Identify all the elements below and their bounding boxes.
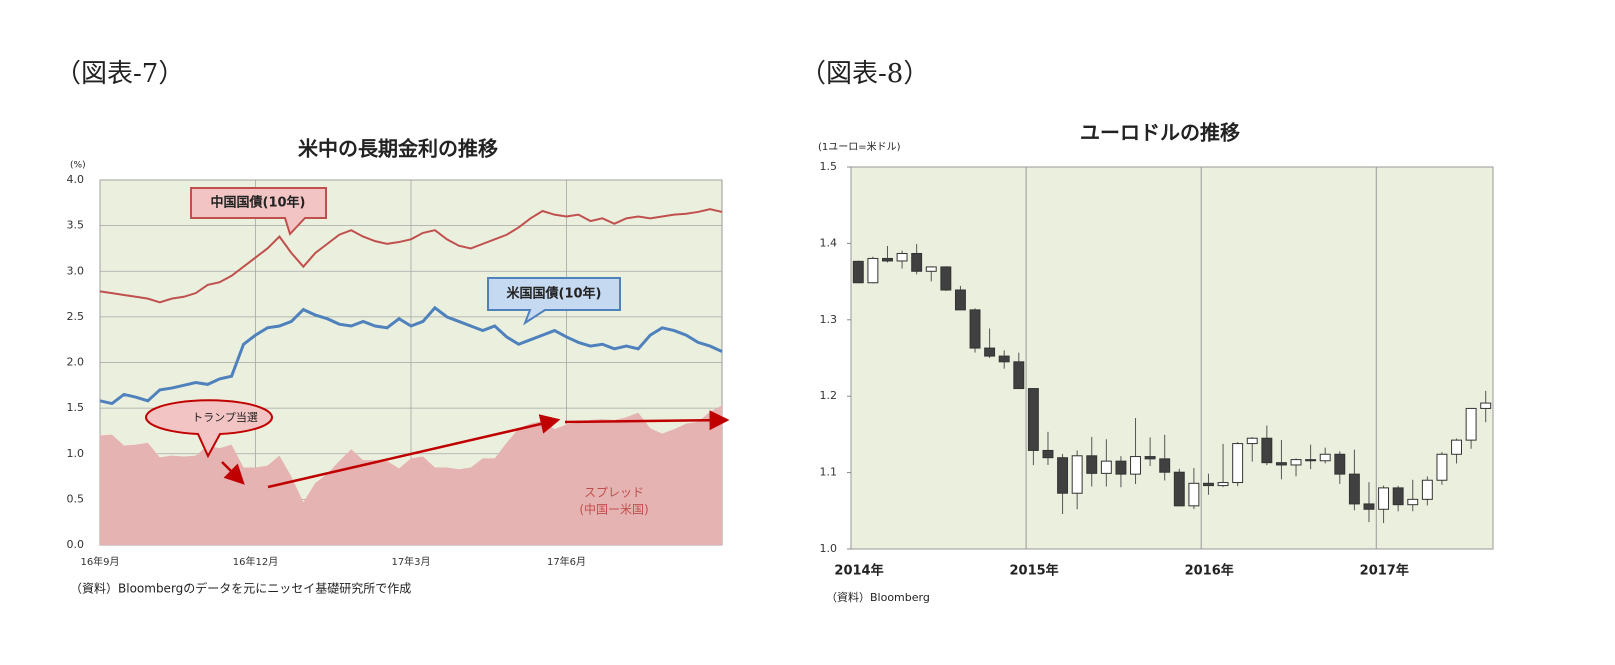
candle-body	[1203, 482, 1214, 487]
candle-body	[1261, 437, 1273, 464]
arrow	[564, 410, 730, 431]
chart-title: 米中の長期金利の推移	[298, 137, 498, 161]
series-label: スプレッド	[584, 486, 644, 500]
candle-body	[882, 257, 893, 262]
candle-body	[1188, 482, 1200, 507]
y-tick-label: 2.0	[67, 356, 85, 369]
figure-label: （図表-8）	[800, 59, 929, 89]
y-tick-label: 1.0	[67, 447, 85, 460]
figure-label: （図表-7）	[55, 59, 184, 89]
y-unit: (1ユーロ=米ドル)	[818, 140, 901, 153]
y-unit: (%)	[70, 161, 86, 171]
annotation-layer: 中国国債(10年) 米国国債(10年) トランプ当選 スプレッド (中国ー米国)	[145, 187, 730, 517]
candle-body	[1275, 462, 1287, 466]
candle-body	[1144, 456, 1156, 460]
candle-body	[969, 309, 981, 349]
candle-body	[1480, 402, 1492, 409]
candle-body	[1071, 455, 1083, 494]
candle-body	[998, 355, 1010, 363]
callout	[487, 277, 621, 326]
candle-body	[1217, 482, 1229, 487]
y-tick-label: 3.0	[67, 264, 85, 277]
candle-body	[1100, 460, 1112, 474]
x-tick-label: 16年12月	[233, 555, 278, 568]
y-tick-label: 2.5	[67, 310, 85, 323]
candle-body	[1392, 487, 1404, 506]
x-tick-label: 2014年	[834, 563, 883, 579]
candle-body	[1305, 459, 1317, 462]
candle-body	[1115, 460, 1127, 475]
y-tick-label: 4.0	[67, 173, 85, 186]
line	[99, 208, 723, 304]
x-tick-label: 2015年	[1009, 563, 1058, 579]
candle-body	[925, 266, 937, 272]
candle-body	[1130, 456, 1141, 475]
series-label: 中国国債(10年)	[211, 195, 306, 211]
chart-title: ユーロドルの推移	[1080, 121, 1240, 145]
candle-body	[1421, 479, 1433, 500]
candle-body	[1232, 443, 1244, 484]
candle-body	[1042, 449, 1054, 459]
source-note: （資料）Bloomberg	[826, 590, 930, 604]
x-tick-label: 16年9月	[80, 555, 119, 568]
y-tick-label: 1.3	[820, 313, 838, 326]
candle-body	[984, 347, 996, 357]
candle-body	[1348, 473, 1360, 505]
annotation: トランプ当選	[192, 410, 258, 424]
candle-body	[1407, 498, 1419, 506]
y-tick-label: 1.1	[820, 466, 838, 479]
candle-body	[1246, 437, 1258, 445]
candle-body	[1436, 453, 1448, 481]
candle-body	[1027, 388, 1039, 451]
y-tick-label: 0.5	[67, 492, 85, 505]
candle-body	[1057, 457, 1069, 494]
x-tick-label: 17年3月	[391, 555, 430, 568]
arrow	[221, 461, 245, 485]
x-tick-label: 2017年	[1360, 563, 1409, 579]
callout	[190, 187, 327, 236]
candle-body	[1451, 439, 1462, 455]
x-tick-label: 17年6月	[547, 555, 586, 568]
y-tick-label: 1.5	[67, 401, 85, 414]
callout	[145, 399, 273, 459]
y-tick-label: 1.0	[820, 542, 838, 555]
candle-body	[1334, 453, 1346, 475]
candle-body	[1378, 487, 1390, 510]
candle-body	[1319, 453, 1331, 462]
candle-body	[1465, 407, 1477, 441]
y-tick-label: 0.0	[67, 538, 85, 551]
candle-body	[1086, 455, 1098, 474]
line	[99, 305, 723, 406]
candle-body	[954, 289, 966, 311]
plot-area	[850, 166, 1494, 550]
source-note: （資料）Bloombergのデータを元にニッセイ基礎研究所で作成	[70, 581, 411, 596]
area	[100, 405, 722, 545]
candle-body	[1013, 361, 1025, 390]
y-tick-label: 1.5	[820, 160, 838, 173]
candle-body	[1173, 471, 1185, 507]
candle-body	[1363, 503, 1375, 510]
candle-body	[852, 260, 864, 284]
candle-body	[896, 252, 908, 262]
series-label: 米国国債(10年)	[507, 286, 602, 302]
arrow	[267, 414, 561, 489]
candle-body	[867, 257, 879, 284]
annotation: (中国ー米国)	[579, 502, 648, 517]
candle-body	[1290, 459, 1302, 466]
x-tick-label: 2016年	[1185, 563, 1234, 579]
candle-body	[940, 266, 952, 291]
candle-body	[1159, 458, 1171, 473]
y-tick-label: 3.5	[67, 219, 85, 232]
y-tick-label: 1.2	[820, 389, 838, 402]
series-layer: 0.0 0.5 1.0 1.5 2.0 2.5 3.0 3.5 4.0 16年9月 16年12月 17…	[67, 160, 1492, 579]
y-tick-label: 1.4	[820, 236, 838, 249]
candle-body	[911, 252, 923, 272]
